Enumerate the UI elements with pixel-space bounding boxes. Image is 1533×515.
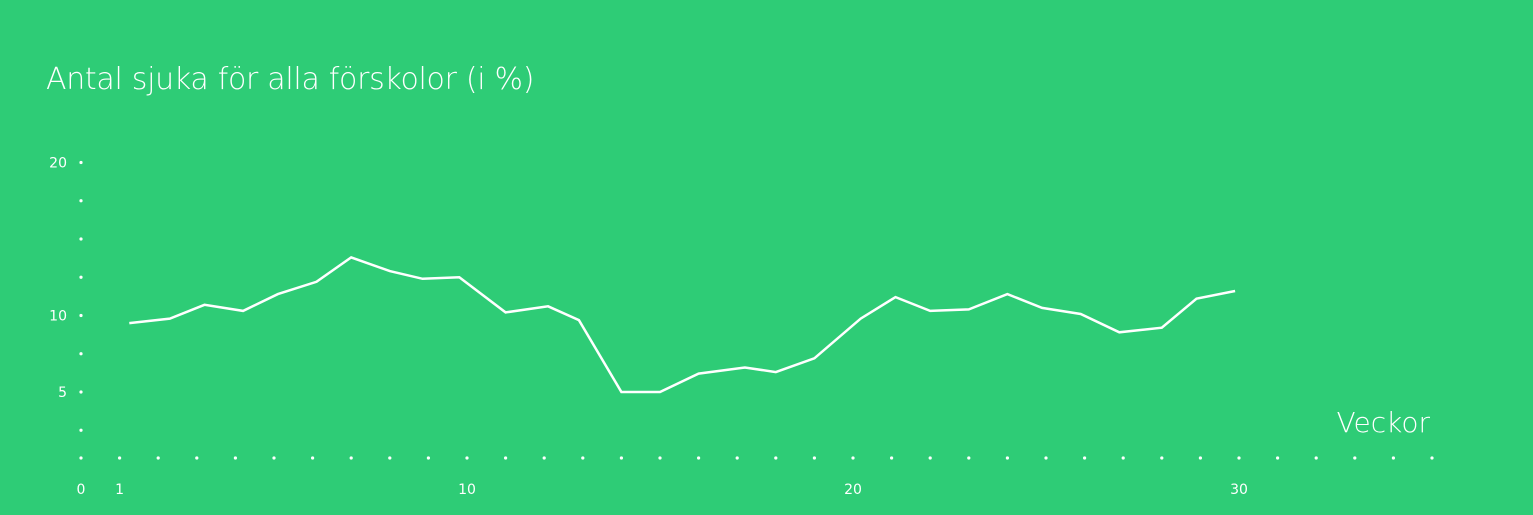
x-axis-dot bbox=[1044, 456, 1048, 460]
y-tick-label: 5 bbox=[58, 385, 67, 401]
x-axis-dot bbox=[1353, 456, 1357, 460]
y-axis-dot bbox=[79, 352, 83, 356]
x-axis-dot bbox=[1121, 456, 1125, 460]
x-axis-dot bbox=[156, 456, 160, 460]
x-axis-dot bbox=[890, 456, 894, 460]
x-axis-dot bbox=[1391, 456, 1395, 460]
y-axis-dot bbox=[79, 199, 83, 203]
series-line bbox=[129, 256, 1236, 394]
x-axis-dot bbox=[1237, 456, 1241, 460]
x-axis-dot bbox=[195, 456, 199, 460]
x-tick-label: 30 bbox=[1230, 482, 1248, 498]
x-axis-dot bbox=[311, 456, 315, 460]
x-axis-dot bbox=[79, 456, 83, 460]
y-axis-dot bbox=[79, 160, 83, 165]
x-axis-dots bbox=[79, 456, 1434, 460]
x-axis-dot bbox=[619, 456, 624, 460]
y-axis-dot bbox=[79, 275, 83, 279]
x-tick-label: 20 bbox=[844, 482, 862, 498]
y-axis-dot bbox=[79, 237, 83, 241]
x-axis-dot bbox=[1276, 456, 1280, 460]
y-axis-tick-labels: 5 10 20 bbox=[49, 156, 67, 402]
x-axis-dot bbox=[504, 456, 508, 460]
x-tick-label: 0 bbox=[77, 482, 86, 498]
x-axis-dot bbox=[1314, 456, 1318, 460]
x-axis-dot bbox=[928, 456, 932, 460]
y-axis-dot bbox=[79, 428, 83, 432]
x-axis-tick-labels: 0 1 10 20 30 bbox=[77, 482, 1248, 498]
x-axis-dot bbox=[774, 456, 778, 460]
x-axis-dot bbox=[658, 456, 662, 460]
y-tick-label: 10 bbox=[49, 309, 67, 325]
x-axis-dot bbox=[542, 456, 546, 460]
x-axis-dot bbox=[426, 456, 430, 460]
x-axis-dot bbox=[349, 456, 353, 460]
x-axis-dot bbox=[967, 456, 971, 460]
x-axis-dot bbox=[233, 456, 237, 460]
x-axis-dot bbox=[1160, 456, 1164, 460]
x-tick-label: 1 bbox=[115, 482, 124, 498]
x-axis-dot bbox=[388, 456, 392, 460]
x-axis-dot bbox=[851, 456, 855, 460]
x-axis-dot bbox=[812, 456, 817, 460]
x-axis-title: Veckor bbox=[1337, 406, 1431, 439]
x-axis-dot bbox=[1430, 456, 1434, 460]
x-axis-dot bbox=[1083, 456, 1087, 460]
x-axis-dot bbox=[1198, 456, 1202, 460]
y-tick-label: 20 bbox=[49, 156, 67, 172]
x-axis-dot bbox=[272, 456, 276, 460]
x-axis-dot bbox=[118, 456, 122, 460]
x-axis-dot bbox=[697, 456, 701, 460]
x-axis-dot bbox=[735, 456, 739, 460]
x-tick-label: 10 bbox=[458, 482, 476, 498]
x-axis-dot bbox=[465, 456, 469, 460]
y-axis-dots bbox=[79, 160, 83, 432]
x-axis-dot bbox=[581, 456, 585, 460]
y-axis-dot bbox=[79, 313, 83, 318]
chart-title: Antal sjuka för alla förskolor (i %) bbox=[46, 62, 535, 97]
y-axis-dot bbox=[79, 390, 83, 394]
x-axis-dot bbox=[1005, 456, 1010, 460]
